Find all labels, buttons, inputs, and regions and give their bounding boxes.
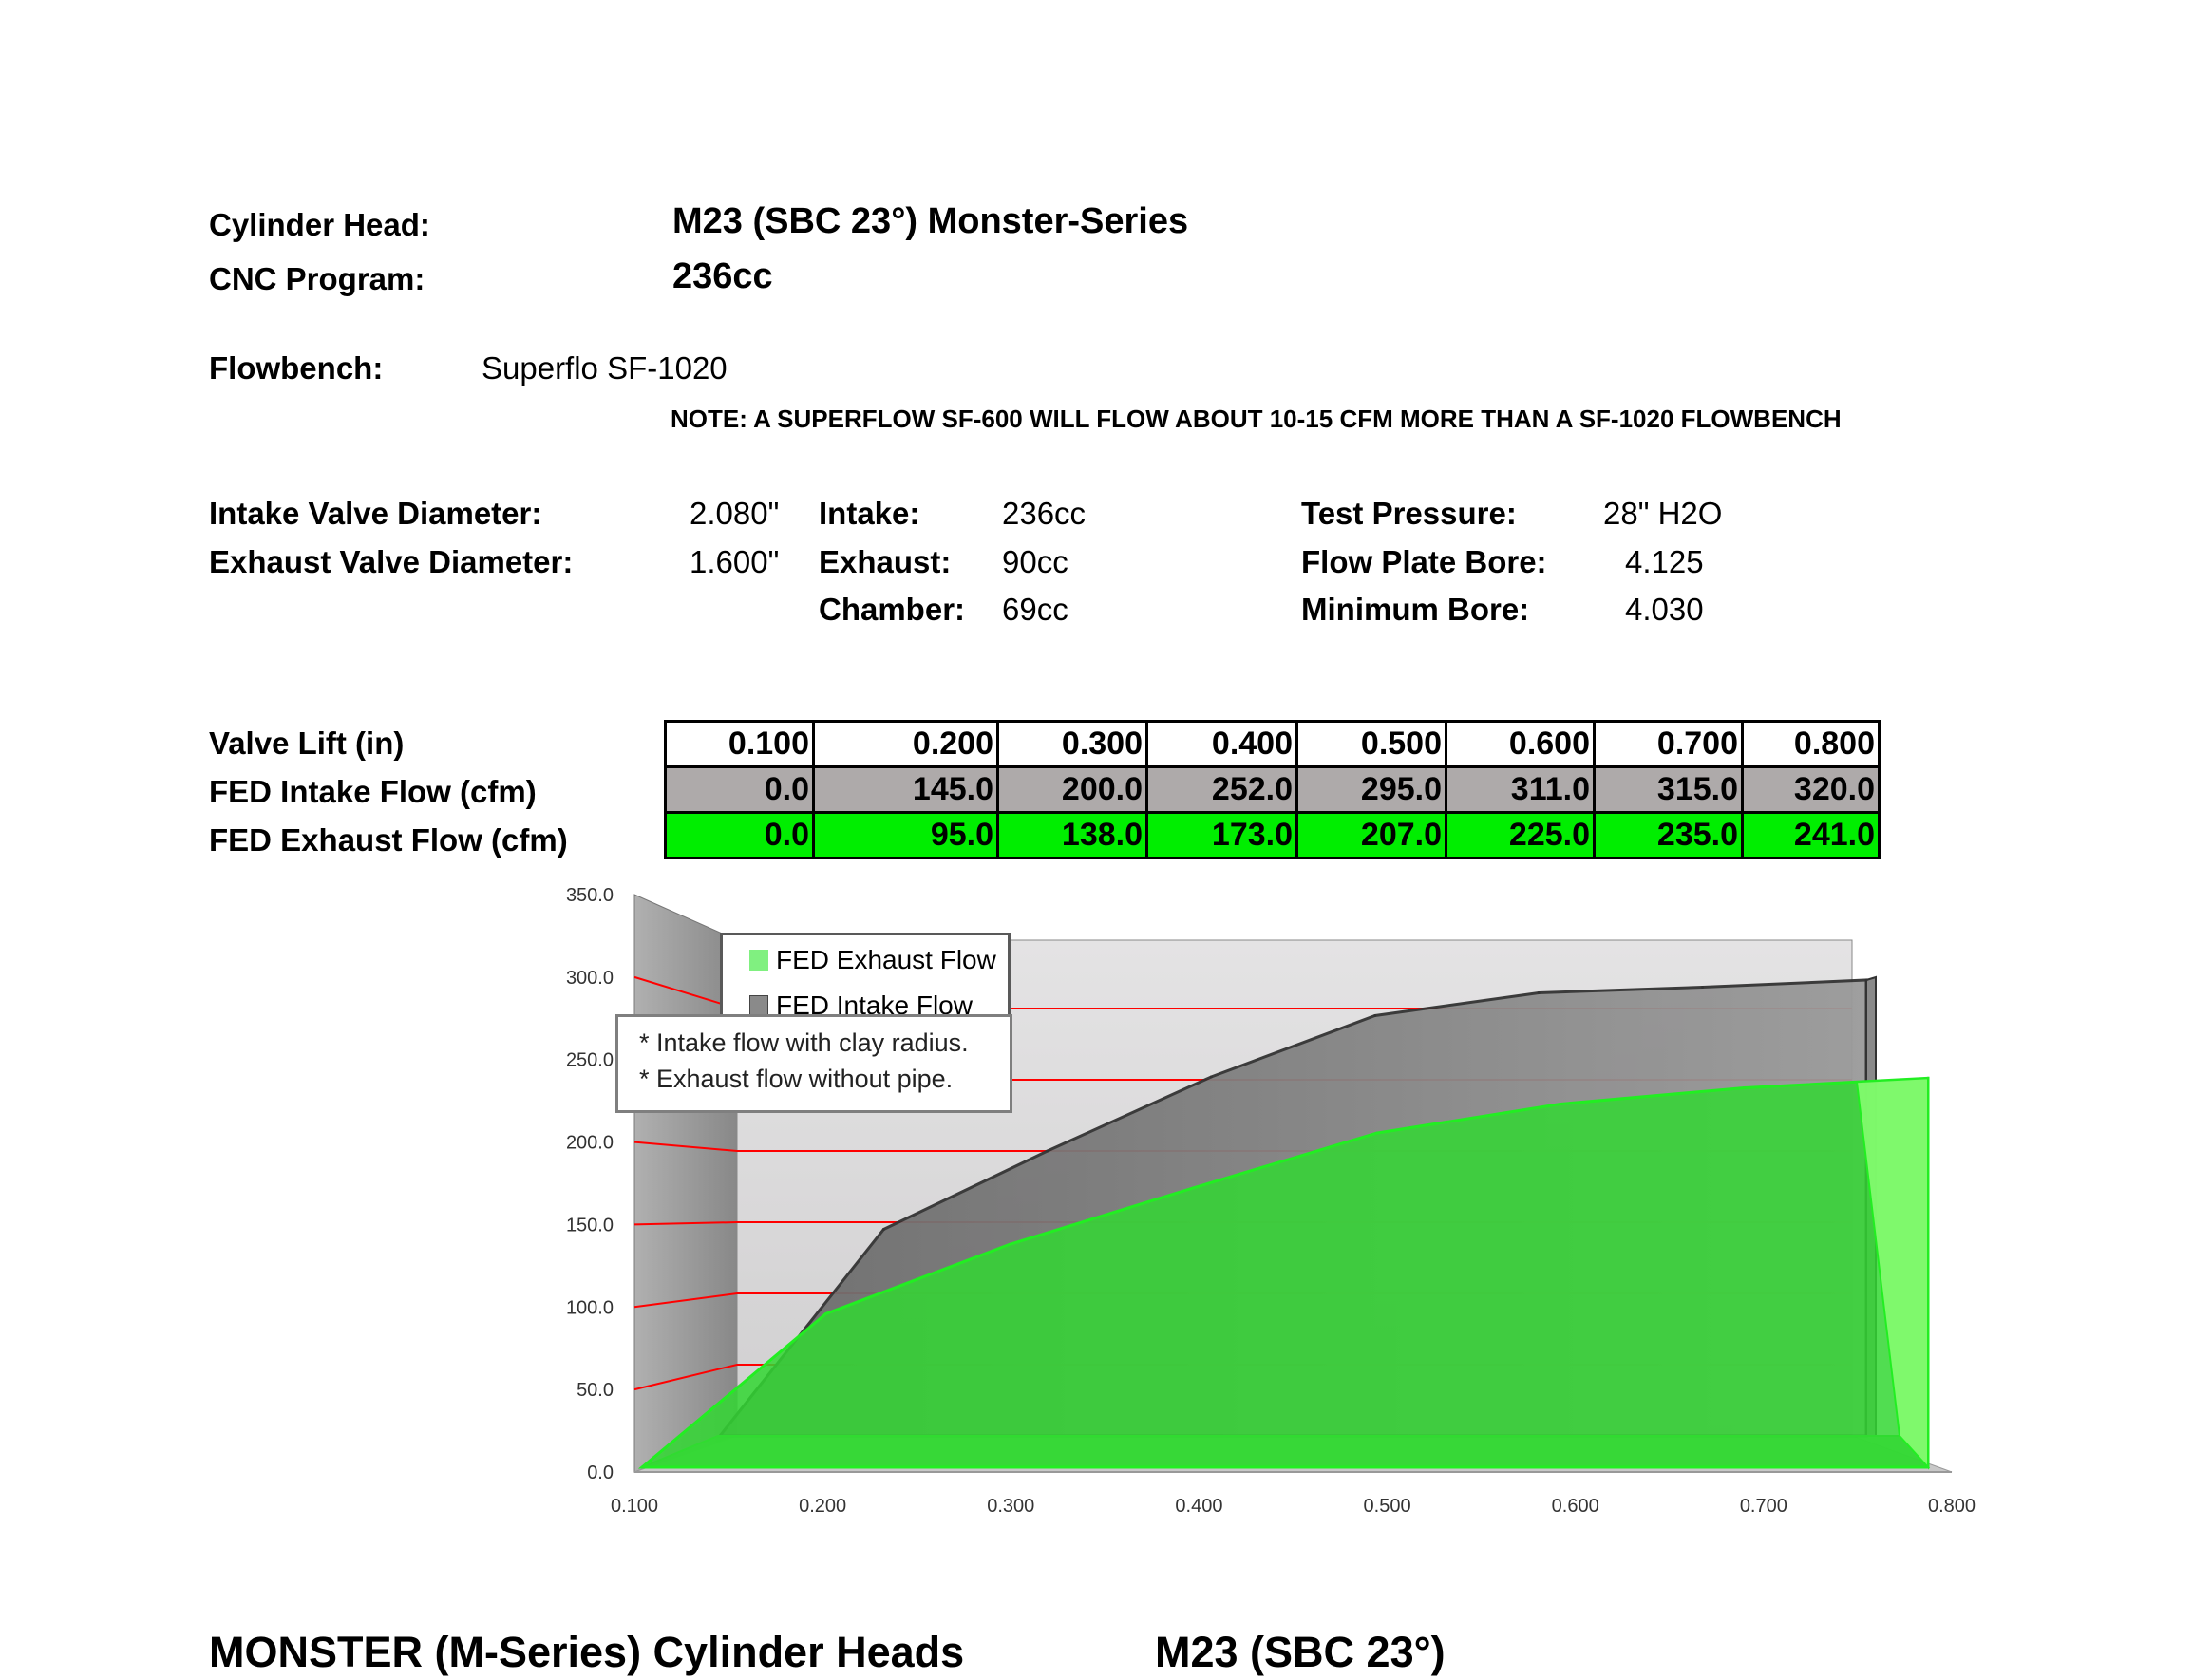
table-cell-lift: 0.600 [1445,720,1596,768]
x-tick-label: 0.400 [1175,1496,1222,1517]
test-pressure-label: Test Pressure: [1301,496,1517,531]
test-pressure-value: 28" H2O [1603,496,1723,531]
min-bore-label: Minimum Bore: [1301,592,1530,627]
x-tick-label: 0.200 [799,1496,846,1517]
intake-label: Intake: [819,496,920,531]
intake-point [1046,1149,1049,1153]
x-tick-label: 0.600 [1552,1496,1599,1517]
intake-point [1701,986,1705,989]
table-cell-lift: 0.300 [996,720,1148,768]
x-tick-label: 0.700 [1740,1496,1787,1517]
chart-annotation-box: * Intake flow with clay radius. * Exhaus… [615,1014,1012,1113]
exhaust-point [1191,1186,1195,1190]
intake-point [1537,991,1541,994]
exhaust-flow-side [1855,1077,1929,1470]
legend-label-exhaust: FED Exhaust Flow [776,945,996,974]
row-label-exhaust: FED Exhaust Flow (cfm) [209,822,568,858]
exhaust-point [640,1465,644,1469]
legend-item-exhaust: FED Exhaust Flow [749,945,996,975]
table-cell-intake: 315.0 [1593,765,1744,814]
exhaust-point [823,1312,827,1315]
annotation-intake: * Intake flow with clay radius. [639,1028,969,1057]
table-cell-intake: 295.0 [1295,765,1447,814]
y-tick-label: 300.0 [566,968,614,989]
table-cell-exhaust: 0.0 [664,811,815,859]
table-cell-lift: 0.100 [664,720,815,768]
table-cell-intake: 145.0 [812,765,999,814]
exhaust-valve-value: 1.600" [690,544,780,579]
table-cell-lift: 0.400 [1145,720,1298,768]
x-tick-label: 0.100 [611,1496,658,1517]
footer-series-title: MONSTER (M-Series) Cylinder Heads [209,1628,965,1676]
intake-point [1864,978,1868,982]
table-cell-intake: 252.0 [1145,765,1298,814]
exhaust-label: Exhaust: [819,544,952,579]
table-row-intake: 0.0 145.0 200.0 252.0 295.0 311.0 315.0 320.0 [664,765,1881,814]
table-cell-exhaust: 225.0 [1445,811,1596,859]
table-cell-lift: 0.500 [1295,720,1447,768]
exhaust-valve-label: Exhaust Valve Diameter: [209,544,574,579]
table-cell-intake: 320.0 [1741,765,1881,814]
flowbench-value: Superflo SF-1020 [482,350,728,386]
intake-valve-label: Intake Valve Diameter: [209,496,542,531]
y-tick-label: 350.0 [566,885,614,906]
table-cell-intake: 200.0 [996,765,1148,814]
intake-point [1209,1075,1213,1079]
cnc-program-label: CNC Program: [209,261,425,296]
row-label-lift: Valve Lift (in) [209,726,405,761]
min-bore-value: 4.030 [1625,592,1704,627]
table-cell-exhaust: 207.0 [1295,811,1447,859]
table-cell-intake: 311.0 [1445,765,1596,814]
cylinder-head-value: M23 (SBC 23°) Monster-Series [672,201,1189,241]
row-label-intake: FED Intake Flow (cfm) [209,774,537,809]
y-tick-label: 0.0 [587,1462,614,1483]
exhaust-point [1375,1131,1379,1135]
y-tick-label: 50.0 [577,1380,614,1401]
table-row-lift: 0.100 0.200 0.300 0.400 0.500 0.600 0.700 0.800 [664,720,1881,768]
flow-plate-label: Flow Plate Bore: [1301,544,1547,579]
table-cell-exhaust: 235.0 [1593,811,1744,859]
y-tick-label: 200.0 [566,1133,614,1154]
cnc-program-value: 236cc [672,256,773,296]
exhaust-value: 90cc [1002,544,1068,579]
flow-table: 0.100 0.200 0.300 0.400 0.500 0.600 0.700 0.800… [664,720,1881,859]
x-tick-label: 0.800 [1928,1496,1976,1517]
footer-model: M23 (SBC 23°) [1155,1628,1446,1676]
table-row-exhaust: 0.0 95.0 138.0 173.0 207.0 225.0 235.0 241.0 [664,811,1881,859]
annotation-exhaust: * Exhaust flow without pipe. [639,1065,954,1093]
flowbench-note: NOTE: A SUPERFLOW SF-600 WILL FLOW ABOUT… [671,405,1842,433]
x-tick-label: 0.300 [987,1496,1034,1517]
table-cell-exhaust: 95.0 [812,811,999,859]
table-cell-lift: 0.200 [812,720,999,768]
table-cell-intake: 0.0 [664,765,815,814]
y-tick-label: 150.0 [566,1215,614,1236]
legend-swatch-exhaust [749,950,768,971]
y-tick-label: 100.0 [566,1297,614,1318]
exhaust-point [1559,1103,1562,1105]
chamber-label: Chamber: [819,592,966,627]
chamber-value: 69cc [1002,592,1068,627]
legend-swatch-intake [749,995,768,1016]
exhaust-point [1008,1242,1011,1246]
flowbench-label: Flowbench: [209,350,384,386]
table-cell-lift: 0.700 [1593,720,1744,768]
intake-point [881,1228,885,1231]
table-cell-exhaust: 173.0 [1145,811,1298,859]
exhaust-point [1743,1086,1747,1089]
intake-valve-value: 2.080" [690,496,780,531]
intake-point [1373,1014,1377,1017]
table-cell-exhaust: 241.0 [1741,811,1881,859]
intake-value: 236cc [1002,496,1087,531]
chart-legend: FED Exhaust Flow FED Intake Flow [720,933,1011,1029]
y-tick-label: 250.0 [566,1050,614,1071]
table-cell-lift: 0.800 [1741,720,1881,768]
cylinder-head-label: Cylinder Head: [209,207,430,242]
x-tick-label: 0.500 [1364,1496,1411,1517]
flow-plate-value: 4.125 [1625,544,1704,579]
table-cell-exhaust: 138.0 [996,811,1148,859]
exhaust-point [1926,1076,1930,1080]
